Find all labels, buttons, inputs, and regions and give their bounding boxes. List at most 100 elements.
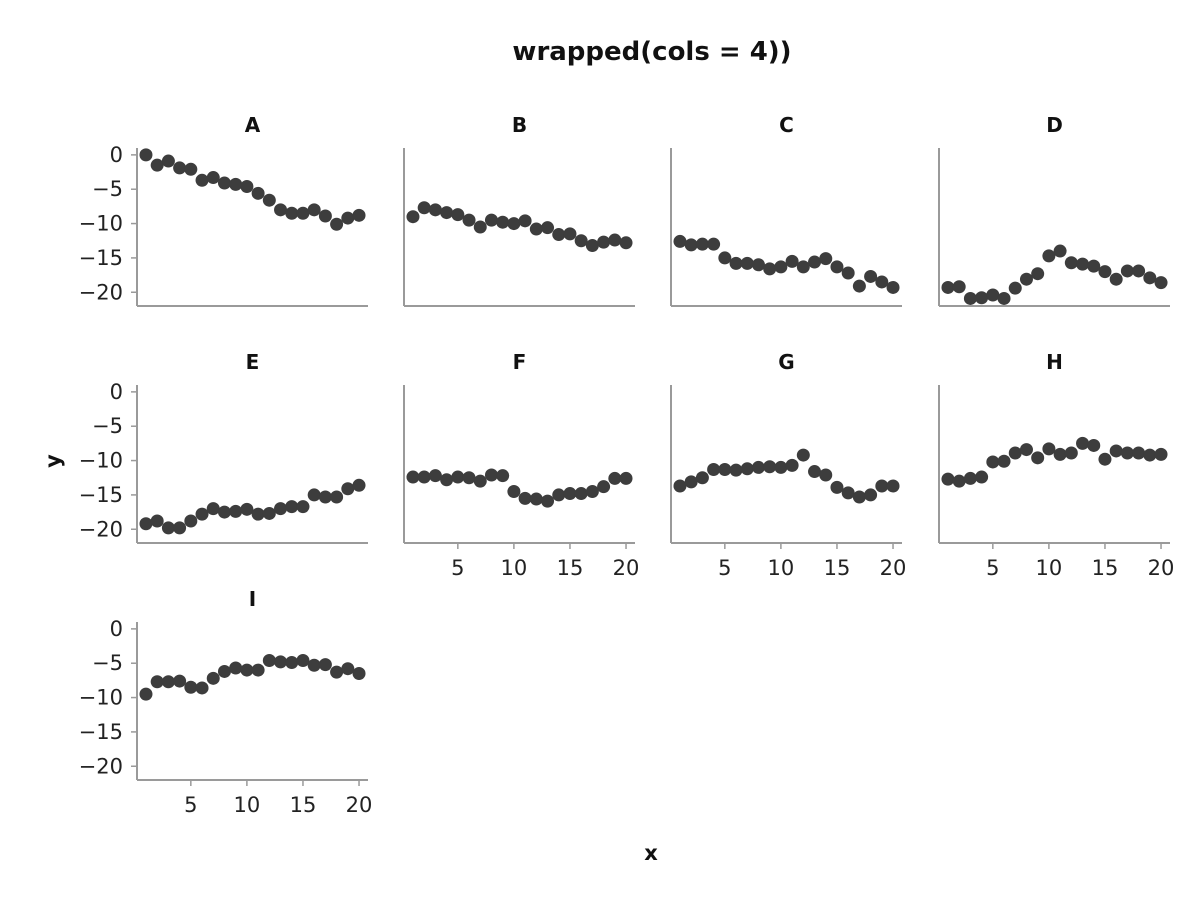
data-point <box>1008 446 1022 460</box>
data-point <box>1064 446 1078 460</box>
data-point <box>574 487 588 501</box>
data-point <box>785 254 799 268</box>
data-point <box>774 260 788 274</box>
data-point <box>139 687 153 701</box>
data-point <box>274 655 288 669</box>
data-point <box>808 465 822 479</box>
data-point <box>184 162 198 176</box>
data-point <box>707 462 721 476</box>
x-tick-label: 15 <box>824 556 851 580</box>
y-tick-label: −10 <box>79 212 123 236</box>
data-point <box>507 484 521 498</box>
data-point <box>262 506 276 520</box>
data-point <box>763 262 777 276</box>
data-point <box>1120 264 1134 278</box>
data-point <box>173 521 187 535</box>
y-tick-label: −5 <box>92 414 123 438</box>
data-point <box>251 507 265 521</box>
x-tick-label: 10 <box>1036 556 1063 580</box>
data-point <box>1031 451 1045 465</box>
data-point <box>941 280 955 294</box>
data-point <box>684 475 698 489</box>
x-tick-label: 5 <box>718 556 731 580</box>
data-point <box>473 220 487 234</box>
data-point <box>941 472 955 486</box>
data-point <box>830 260 844 274</box>
data-point <box>352 667 366 681</box>
data-point <box>173 674 187 688</box>
data-point <box>484 468 498 482</box>
data-point <box>963 291 977 305</box>
data-point <box>1076 436 1090 450</box>
data-point <box>195 173 209 187</box>
data-point <box>161 154 175 168</box>
data-point <box>139 517 153 531</box>
data-point <box>975 291 989 305</box>
data-point <box>473 474 487 488</box>
data-point <box>330 490 344 504</box>
data-point <box>496 469 510 483</box>
facet-panel-h: H 5 10 15 20 <box>938 350 1175 580</box>
data-point <box>150 514 164 528</box>
data-point <box>451 470 465 484</box>
facet-panel-d: D <box>938 113 1170 307</box>
data-point <box>428 469 442 483</box>
data-point <box>507 217 521 231</box>
facet-title: F <box>513 350 527 374</box>
data-point <box>518 491 532 505</box>
data-point <box>1132 446 1146 460</box>
y-tick-label: −10 <box>79 686 123 710</box>
data-point <box>552 228 566 242</box>
y-tick-label: −5 <box>92 651 123 675</box>
data-point <box>695 471 709 485</box>
data-point <box>307 488 321 502</box>
facet-panel-c: C <box>670 113 902 307</box>
data-point <box>240 663 254 677</box>
chart-title: wrapped(cols = 4)) <box>512 37 791 67</box>
y-tick-label: 0 <box>110 617 123 641</box>
data-point <box>841 486 855 500</box>
data-point <box>406 470 420 484</box>
facet-title: D <box>1046 113 1063 137</box>
data-point <box>597 480 611 494</box>
y-tick-label: −15 <box>79 720 123 744</box>
data-point <box>608 233 622 247</box>
facet-panel-e: E 0 −5 −10 −15 −20 <box>79 350 368 544</box>
data-point <box>262 653 276 667</box>
y-tick-label: −15 <box>79 483 123 507</box>
data-point <box>619 236 633 250</box>
y-tick-label: −5 <box>92 177 123 201</box>
data-point <box>330 665 344 679</box>
x-tick-label: 20 <box>1148 556 1175 580</box>
data-point <box>139 148 153 162</box>
data-point <box>1154 447 1168 461</box>
data-point <box>597 235 611 249</box>
data-point <box>217 505 231 519</box>
data-point <box>307 658 321 672</box>
data-point <box>1064 256 1078 270</box>
facet-panel-b: B <box>403 113 635 307</box>
data-point <box>574 234 588 248</box>
data-point <box>684 238 698 252</box>
y-axis-label: y <box>41 454 65 468</box>
data-point <box>852 490 866 504</box>
x-axis-label: x <box>644 841 658 865</box>
facet-title: G <box>778 350 794 374</box>
data-point <box>673 479 687 493</box>
data-point <box>451 208 465 222</box>
data-point <box>318 658 332 672</box>
data-point <box>1008 281 1022 295</box>
data-point <box>440 473 454 487</box>
data-point <box>986 455 1000 469</box>
data-point <box>296 653 310 667</box>
data-point <box>796 448 810 462</box>
data-point <box>150 675 164 689</box>
data-point <box>952 474 966 488</box>
data-point <box>229 504 243 518</box>
data-point <box>161 521 175 535</box>
data-point <box>1019 443 1033 457</box>
data-point <box>484 213 498 227</box>
facet-panel-i: I 0 −5 −10 −15 −20 5 10 15 20 <box>79 587 373 817</box>
data-point <box>751 460 765 474</box>
